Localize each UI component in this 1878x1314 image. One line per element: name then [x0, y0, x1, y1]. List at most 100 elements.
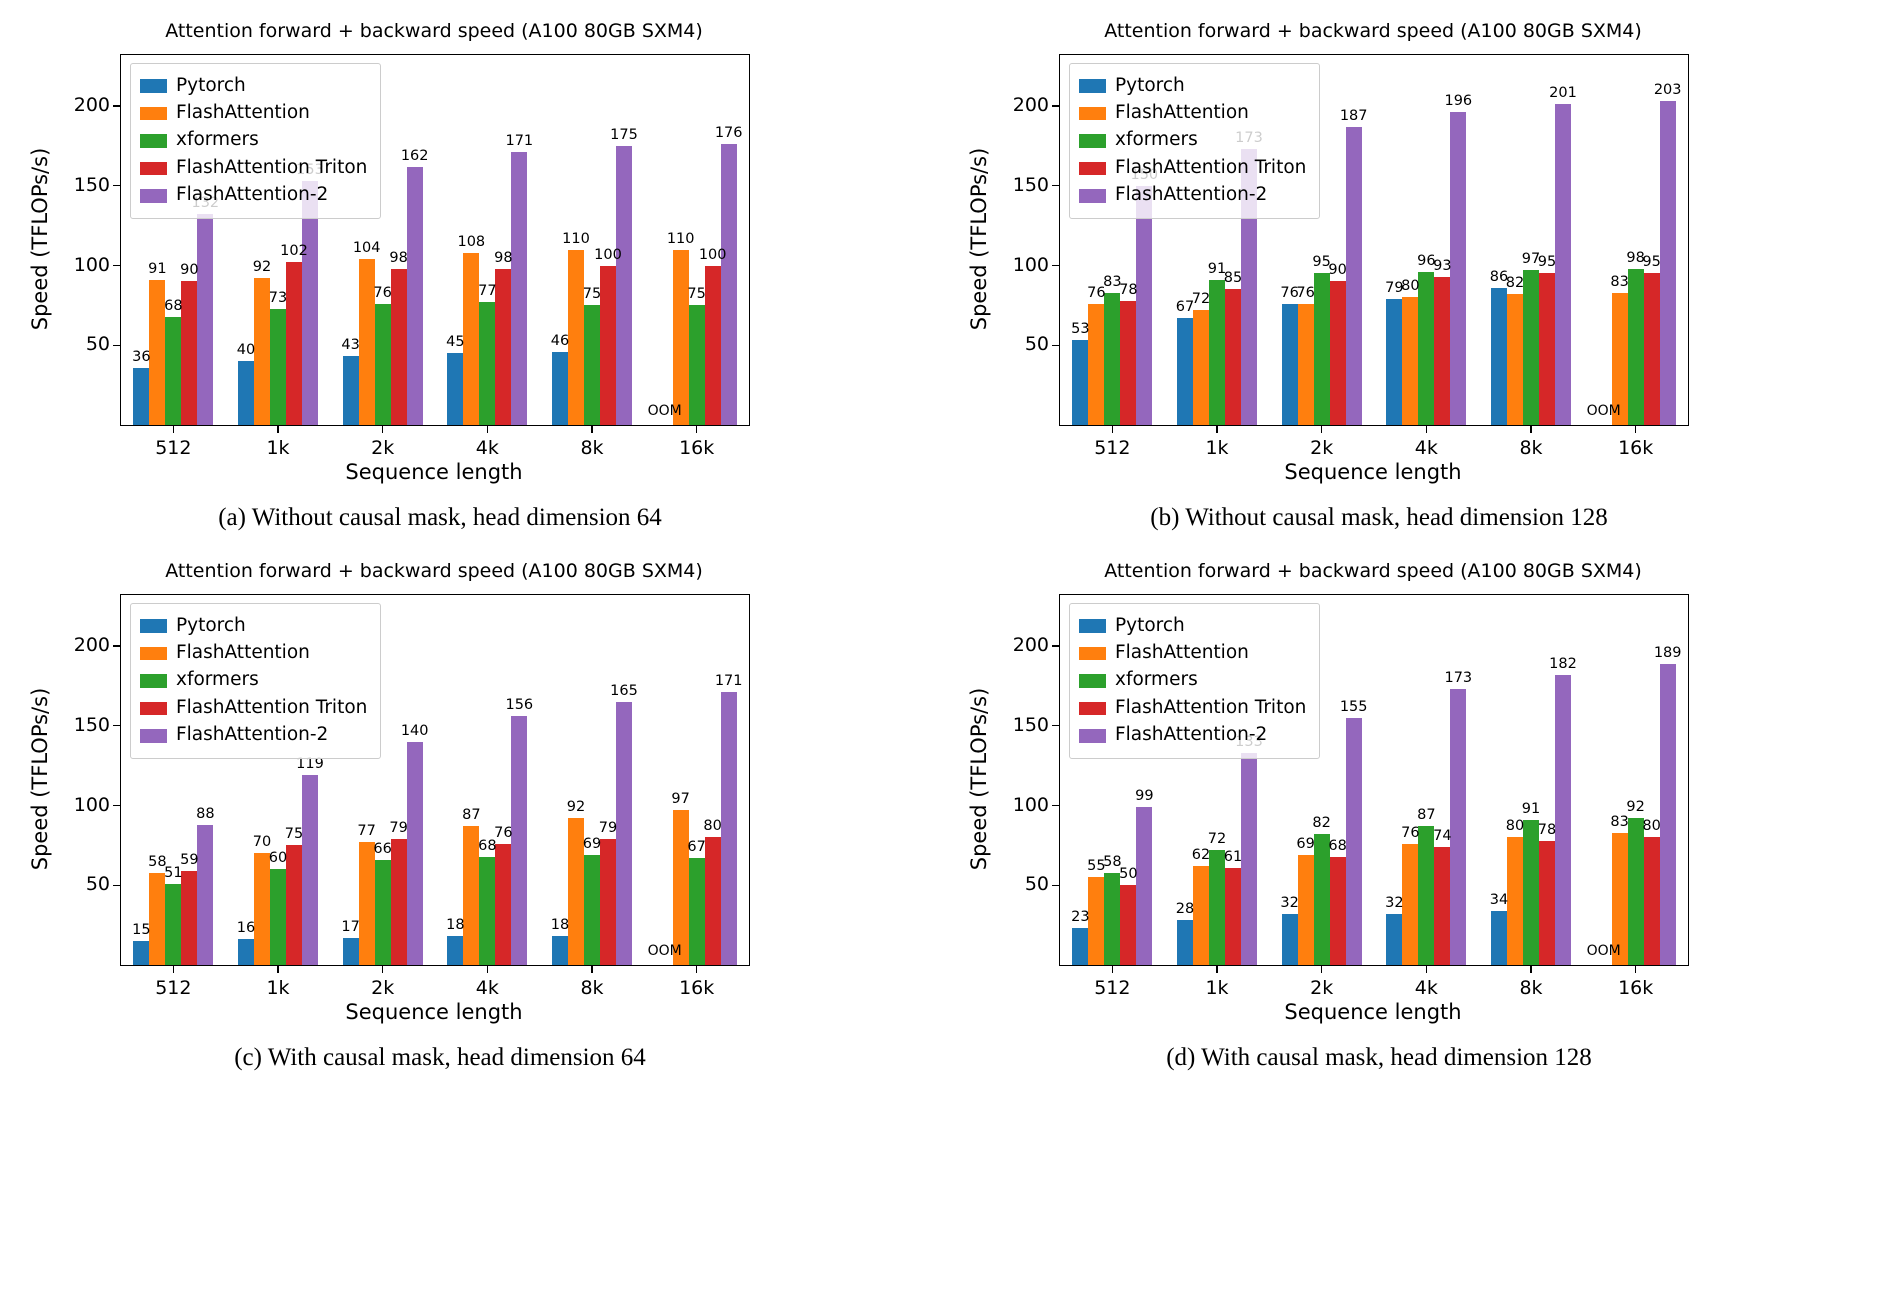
bar [600, 265, 616, 425]
bar [1507, 837, 1523, 965]
legend-swatch [1079, 79, 1106, 93]
bar-value-label: 87 [1417, 807, 1436, 824]
bar [254, 278, 270, 425]
x-tick-mark [1634, 426, 1637, 434]
chart-title: Attention forward + backward speed (A100… [1104, 560, 1642, 582]
bar-value-label: 201 [1549, 85, 1577, 102]
bar-value-label: 175 [610, 126, 638, 143]
y-tick-label: 150 [73, 713, 110, 736]
bar-value-label: 76 [1296, 284, 1315, 301]
bar [1386, 913, 1403, 965]
bar [197, 214, 214, 425]
bar-value-label: 55 [1087, 858, 1106, 875]
y-axis-label: Speed (TFLOPs/s) [28, 147, 52, 331]
y-tick-mark [1051, 344, 1059, 346]
bar [672, 249, 689, 425]
legend-swatch [1079, 161, 1106, 176]
bar-value-label: 76 [373, 284, 392, 301]
bar [1450, 112, 1467, 425]
chart-caption: (a) Without causal mask, head dimension … [218, 504, 662, 531]
bar [1418, 271, 1435, 425]
bar-value-label: 28 [1175, 901, 1195, 918]
bar [358, 842, 375, 965]
bar-value-label: 82 [1505, 275, 1525, 292]
x-tick-mark [1320, 426, 1323, 434]
legend-item: Pytorch [140, 74, 367, 99]
bar-value-label: 165 [610, 682, 638, 699]
bar-value-label: 75 [284, 826, 304, 843]
x-tick-mark [1111, 426, 1114, 434]
bar-value-label: 97 [671, 791, 690, 808]
bar [495, 843, 512, 965]
bar [390, 268, 407, 425]
bar [1193, 310, 1209, 425]
bar [568, 818, 584, 965]
legend-item: Pytorch [140, 614, 367, 639]
chart-figure-b: Attention forward + backward speed (A100… [939, 8, 1878, 548]
bar [1177, 318, 1193, 425]
bar-value-label: 98 [389, 249, 408, 266]
legend-swatch [1079, 646, 1106, 661]
x-tick-mark [172, 966, 175, 974]
y-tick-label: 200 [73, 94, 110, 117]
bar [1539, 840, 1555, 965]
bar-value-label: 80 [1505, 818, 1525, 835]
bar-value-label: 203 [1653, 82, 1682, 99]
bar [286, 262, 302, 425]
x-axis-label: Sequence length [1284, 460, 1462, 484]
legend-label: Pytorch [1115, 614, 1185, 636]
x-tick-mark [1634, 966, 1637, 974]
bar [568, 249, 584, 425]
bar-value-label: 95 [1642, 254, 1661, 271]
bar-value-label: 61 [1223, 848, 1243, 865]
bar [1225, 867, 1241, 965]
legend-item: FlashAttention [1079, 641, 1306, 666]
oom-annotation: OOM [647, 943, 682, 959]
legend-item: FlashAttention-2 [140, 723, 367, 748]
x-tick-label: 16k [1618, 437, 1654, 459]
bar-value-label: 108 [457, 233, 486, 250]
legend-swatch [1079, 134, 1106, 148]
legend-item: FlashAttention Triton [140, 156, 367, 181]
bar [495, 268, 512, 425]
bar [390, 839, 407, 965]
bar [254, 853, 270, 965]
legend: Pytorch FlashAttention xformers FlashAttent… [130, 603, 382, 759]
y-tick-label: 100 [73, 793, 110, 816]
bar-value-label: 90 [1328, 262, 1347, 279]
x-tick-mark [1530, 966, 1532, 974]
bar [1297, 854, 1314, 965]
bar-value-label: 60 [268, 850, 288, 867]
bar-value-label: 74 [1433, 827, 1452, 844]
legend-item: FlashAttention [140, 641, 367, 666]
bar-value-label: 72 [1207, 831, 1227, 848]
legend-swatch [140, 79, 167, 93]
bar [1104, 872, 1121, 965]
bar-value-label: 182 [1549, 655, 1577, 672]
bar [342, 356, 359, 425]
y-tick-mark [1051, 264, 1059, 267]
bar-value-label: 72 [1191, 291, 1211, 308]
legend-label: FlashAttention-2 [176, 184, 329, 206]
y-tick-label: 200 [73, 634, 110, 657]
bar [1345, 126, 1362, 425]
legend-item: xformers [140, 668, 367, 693]
bar [1507, 294, 1523, 425]
bar [1104, 292, 1121, 425]
legend-item: FlashAttention Triton [140, 696, 367, 721]
y-tick-label: 100 [1012, 253, 1049, 276]
bar [672, 810, 689, 965]
y-tick-label: 50 [1024, 873, 1049, 896]
bar [1523, 819, 1539, 965]
bar [463, 826, 480, 965]
x-tick-mark [1530, 426, 1532, 434]
x-tick-mark [486, 966, 489, 974]
x-tick-mark [486, 426, 489, 434]
legend-label: xformers [1115, 669, 1198, 691]
bar [1136, 807, 1153, 965]
legend-swatch [1079, 189, 1106, 203]
bar-value-label: 23 [1071, 909, 1090, 926]
bar-value-label: 91 [1521, 800, 1541, 817]
bar [1209, 279, 1225, 425]
